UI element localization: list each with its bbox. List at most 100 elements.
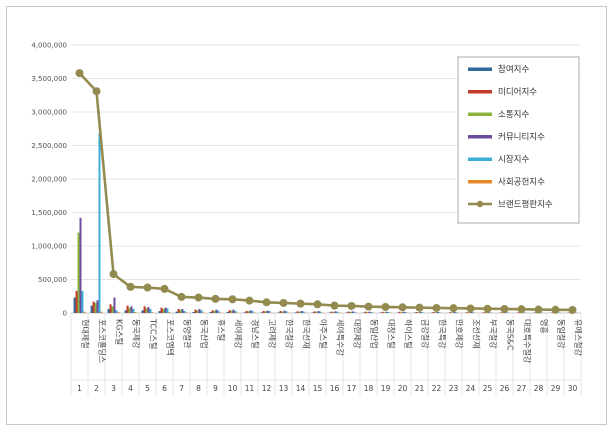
brand-index-point-25	[483, 304, 492, 313]
brand-index-point-9	[211, 294, 220, 303]
bar-6-9	[219, 312, 222, 313]
bar-5-18	[370, 311, 373, 313]
category-index: 28	[534, 384, 544, 393]
y-tick-label: 500,000	[38, 276, 67, 284]
bar-6-3	[117, 311, 120, 313]
bar-4-8	[198, 308, 201, 313]
bar-3-1	[77, 232, 80, 313]
y-tick-label: 0	[63, 310, 67, 318]
bar-5-27	[523, 312, 526, 313]
bar-4-10	[232, 309, 235, 313]
category-index: 19	[381, 384, 391, 393]
brand-index-point-19	[381, 302, 390, 311]
bar-4-18	[368, 311, 371, 313]
bar-6-6	[168, 312, 171, 313]
category-label: 포스코엠텍	[166, 319, 176, 356]
category-index: 2	[94, 384, 99, 393]
category-label: 한국특강	[438, 319, 448, 349]
bar-5-14	[302, 311, 305, 313]
category-index: 14	[296, 384, 306, 393]
bar-5-22	[438, 312, 441, 313]
bar-5-7	[183, 310, 186, 313]
category-label: 동일산업	[370, 319, 380, 348]
brand-index-point-5	[143, 283, 152, 292]
bar-6-5	[151, 312, 154, 313]
bar-4-16	[334, 311, 337, 313]
bar-1-10	[226, 311, 229, 313]
bar-4-22	[436, 311, 439, 313]
category-label: 한국철강	[285, 319, 295, 349]
bar-5-1	[81, 290, 84, 313]
bar-1-5	[141, 310, 144, 313]
bar-1-13	[277, 312, 280, 313]
brand-index-point-29	[551, 305, 560, 314]
category-index: 13	[279, 384, 289, 393]
category-index: 3	[111, 384, 116, 393]
brand-index-point-8	[194, 293, 203, 302]
brand-index-point-26	[500, 304, 509, 313]
category-label: 부국철강	[489, 319, 499, 349]
brand-index-point-27	[517, 305, 526, 314]
brand-index-point-22	[432, 303, 441, 312]
brand-index-point-20	[398, 303, 407, 312]
legend-swatch-6	[468, 180, 492, 184]
bar-5-24	[472, 312, 475, 313]
bar-5-5	[149, 308, 152, 313]
bar-4-25	[487, 312, 490, 313]
bar-3-13	[281, 311, 284, 313]
category-label: 동국산업	[200, 319, 210, 348]
category-label: 금강철강	[421, 319, 431, 349]
bar-1-1	[73, 297, 76, 313]
brand-index-point-15	[313, 300, 322, 309]
category-label: 동일철강	[557, 319, 567, 349]
category-index: 5	[145, 384, 150, 393]
legend-label-line: 브랜드평판지수	[498, 199, 553, 210]
brand-index-point-12	[262, 298, 271, 307]
bar-3-15	[315, 311, 318, 313]
category-index: 27	[517, 384, 527, 393]
category-label: 유에스철강	[574, 319, 584, 356]
bar-2-13	[279, 310, 282, 313]
bar-5-15	[319, 311, 322, 313]
brand-index-point-28	[534, 305, 543, 314]
bar-3-14	[298, 311, 301, 313]
bar-5-3	[115, 310, 118, 313]
bar-5-19	[387, 311, 390, 313]
bar-1-7	[175, 311, 178, 313]
bar-5-17	[353, 311, 356, 313]
category-index: 20	[398, 384, 408, 393]
bar-1-14	[294, 312, 297, 313]
bar-1-9	[209, 311, 212, 313]
bar-4-20	[402, 311, 405, 313]
y-tick-label: 1,500,000	[31, 209, 67, 217]
bar-5-12	[268, 310, 271, 313]
brand-index-point-2	[92, 87, 101, 96]
bar-3-16	[332, 311, 335, 313]
bar-5-6	[166, 308, 169, 313]
bar-1-4	[124, 310, 127, 313]
brand-index-point-24	[466, 304, 475, 313]
bar-2-21	[415, 311, 418, 313]
category-index: 1	[77, 384, 82, 393]
bar-4-23	[453, 311, 456, 313]
legend-label-4: 커뮤니티지수	[498, 132, 545, 143]
bar-6-11	[253, 312, 256, 313]
category-index: 6	[162, 384, 167, 393]
bar-3-17	[349, 311, 352, 313]
category-label: 대한제강	[353, 319, 363, 349]
bar-1-11	[243, 312, 246, 313]
category-label: 만호제강	[455, 319, 465, 349]
bar-2-5	[143, 306, 146, 313]
bar-2-29	[551, 312, 554, 313]
bar-2-14	[296, 311, 299, 313]
bar-4-9	[215, 309, 218, 313]
bar-4-4	[130, 306, 133, 313]
y-tick-label: 4,000,000	[31, 42, 67, 50]
bar-2-18	[364, 311, 367, 313]
category-index: 12	[262, 384, 272, 393]
brand-index-point-16	[330, 301, 339, 310]
brand-index-point-14	[296, 299, 305, 308]
category-label: 조선선재	[472, 319, 481, 348]
bar-3-22	[434, 312, 437, 313]
bar-3-2	[94, 302, 97, 313]
